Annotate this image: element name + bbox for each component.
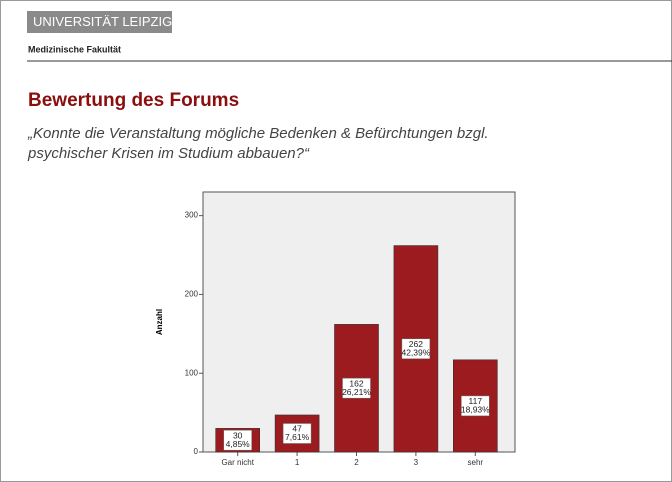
subtitle: psychischer Krisen im Studium abbauen?“ [27,145,310,162]
subtitle: „Konnte die Veranstaltung mögliche Beden… [27,125,489,142]
value-label: 30 [233,430,243,440]
value-label: 262 [409,339,423,349]
y-tick-label: 0 [194,447,199,456]
percent-label: 7,61% [285,432,310,442]
y-axis-label: Anzahl [155,309,164,335]
percent-label: 42,39% [401,348,430,358]
label-box [342,377,371,399]
x-tick-label: sehr [468,458,484,467]
percent-label: 26,21% [342,387,371,397]
value-label: 162 [349,378,363,388]
label-box [401,338,431,360]
label-box [223,429,252,451]
label-box [461,395,490,417]
y-tick-label: 300 [185,211,199,220]
x-tick-label: 2 [354,458,359,467]
y-tick-label: 200 [185,290,199,299]
title: Bewertung des Forums [28,90,239,111]
label-box [282,423,312,444]
percent-label: 18,93% [461,405,490,415]
faculty: Medizinische Fakultät [28,44,121,54]
x-tick-label: 3 [414,458,419,467]
x-tick-label: 1 [295,458,300,467]
value-label: 117 [469,396,483,406]
value-label: 47 [292,424,302,434]
logo-box [27,11,172,33]
percent-label: 4,85% [226,439,251,449]
y-tick-label: 100 [185,368,199,377]
university: UNIVERSITÄT LEIPZIG [33,14,172,29]
x-tick-label: Gar nicht [221,458,254,467]
